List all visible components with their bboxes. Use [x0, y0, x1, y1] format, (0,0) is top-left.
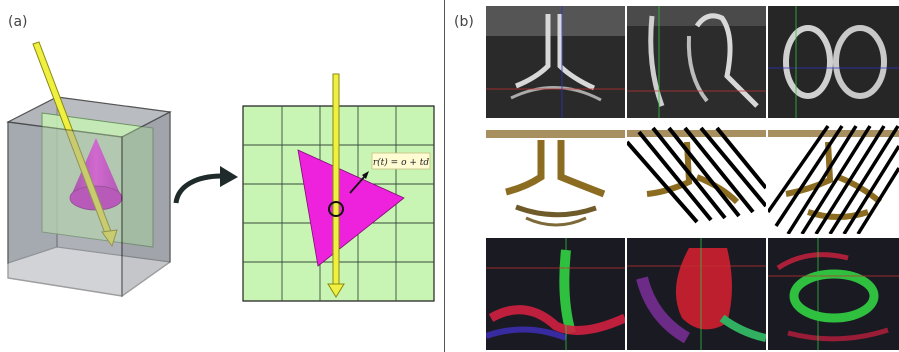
intersection-point — [328, 201, 344, 217]
direction-arrow-icon — [349, 171, 369, 194]
tile-row2-col2 — [627, 122, 766, 234]
tile-row1-col3 — [768, 6, 899, 118]
panel-divider — [444, 0, 445, 352]
panel-b-label: (b) — [454, 14, 474, 30]
ray-3d — [32, 41, 118, 248]
ray-equation: r(t) = o + td — [373, 157, 430, 168]
tile-row3-col2 — [627, 238, 766, 350]
equation-box — [371, 152, 431, 170]
triangle-cross-section — [297, 149, 405, 267]
tile-row3-col1 — [486, 238, 625, 350]
volume-box-front — [7, 121, 123, 297]
panel-a-label: (a) — [8, 14, 28, 30]
curved-arrow-icon — [173, 166, 238, 204]
ray-2d — [327, 73, 345, 298]
tile-row3-col3 — [768, 238, 899, 350]
tile-row2-col1 — [486, 122, 625, 234]
panel-a-figure: r(t) = o + td — [6, 41, 435, 302]
tile-row2-col3 — [768, 122, 899, 234]
tile-row1-col2 — [627, 6, 766, 118]
tile-row1-col1 — [486, 6, 625, 118]
